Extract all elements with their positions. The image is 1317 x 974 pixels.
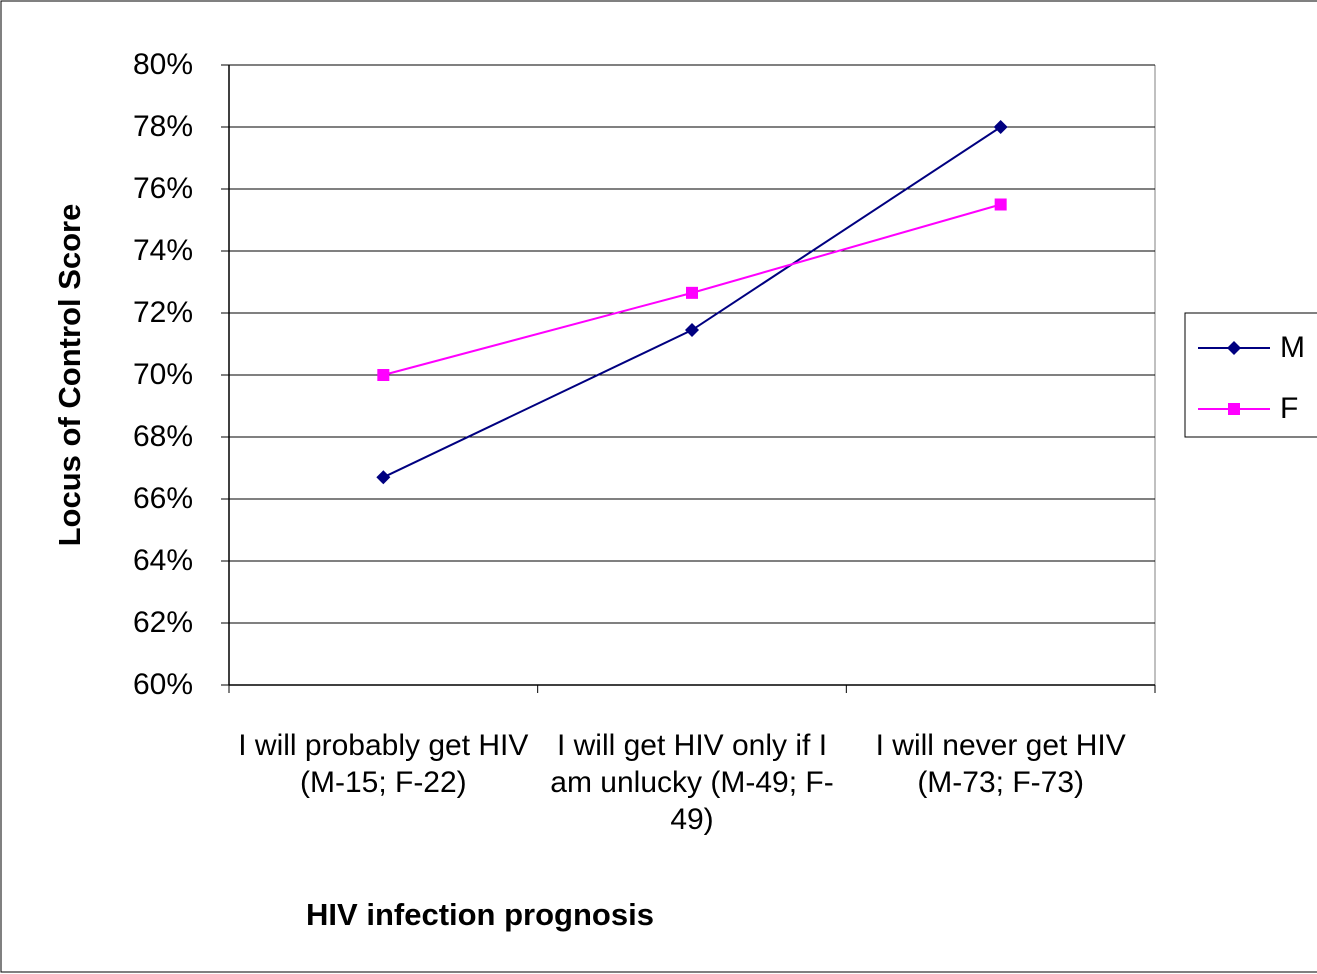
y-tick-label: 70% [133,358,193,391]
legend-label: M [1280,331,1305,364]
marker [994,198,1007,211]
marker [377,369,390,381]
legend-label: F [1280,392,1298,425]
legend: MF [1184,312,1317,438]
legend-box [1184,312,1317,438]
marker [1228,403,1240,415]
x-tick-label: I will probably get HIV (M-15; F-22) [238,729,529,799]
marker [376,470,391,485]
y-tick-label: 74% [133,234,193,267]
y-tick-label: 68% [133,420,193,453]
marker [993,120,1008,134]
y-tick-label: 80% [133,48,193,81]
y-tick-label: 66% [133,482,193,515]
y-tick-label: 76% [133,172,193,205]
y-tick-label: 64% [133,544,193,577]
x-tick-label: I will never get HIV (M-73; F-73) [875,729,1126,799]
x-tick-label: I will get HIV only if I am unlucky (M-4… [550,729,834,836]
y-axis-title: Locus of Control Score [52,204,87,547]
marker [686,286,698,299]
x-axis-title: HIV infection prognosis [306,897,654,932]
marker [1227,341,1241,355]
y-tick-label: 72% [133,296,193,329]
marker [685,323,699,338]
y-tick-label: 78% [133,110,193,143]
y-tick-label: 60% [133,668,193,701]
y-tick-label: 62% [133,606,193,639]
